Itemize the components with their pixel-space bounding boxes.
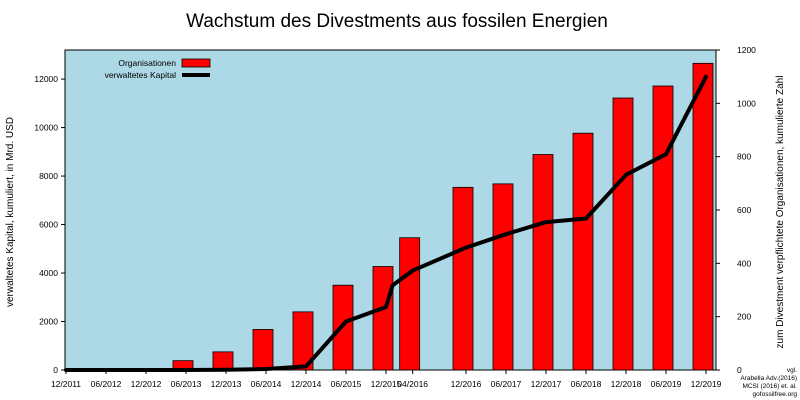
y-right-tick-label: 600 [737,205,751,215]
legend-label-verwaltetes-kapital: verwaltetes Kapital [105,70,176,80]
line-layer [64,74,708,372]
bar-organisationen [372,266,394,371]
x-tick-label: 06/2017 [491,379,522,389]
y-right-tick-label: 200 [737,312,751,322]
y-left-tick-label: 4000 [39,268,58,278]
legend: Organisationen verwaltetes Kapital [105,58,211,80]
chart-title: Wachstum des Divestments aus fossilen En… [186,11,608,32]
bar-organisationen [652,85,674,371]
bar-organisationen [532,154,554,371]
y-right-tick-label: 400 [737,258,751,268]
bar-organisationen [399,237,421,371]
bar-organisationen [612,97,634,371]
source-note-line-2: Arabella Adv.(2016) [740,375,797,382]
x-tick-label: 06/2012 [91,379,122,389]
bar-organisationen [572,132,594,371]
y-left-tick-label: 0 [53,365,58,375]
source-note-line-4: gofossilfree.org [753,391,798,398]
legend-label-organisationen: Organisationen [118,58,176,68]
x-tick-label: 12/2015 [371,379,402,389]
y-left-tick-label: 8000 [39,171,58,181]
source-note: vgl. Arabella Adv.(2016) MCSI (2016) et.… [740,367,797,398]
source-note-line-1: vgl. [787,367,797,374]
x-tick-label: 04/2016 [397,379,428,389]
x-tick-label: 06/2019 [651,379,682,389]
x-tick-label: 12/2012 [131,379,162,389]
bar-organisationen [492,183,514,371]
x-tick-label: 06/2013 [171,379,202,389]
y-right-tick-label: 0 [737,365,742,375]
legend-swatch-organisationen [181,58,211,68]
x-tick-label: 06/2018 [571,379,602,389]
x-tick-label: 12/2018 [611,379,642,389]
bar-organisationen [452,186,474,371]
x-tick-label: 06/2015 [331,379,362,389]
x-tick-label: 12/2013 [211,379,242,389]
x-tick-label: 12/2019 [691,379,722,389]
bar-organisationen [252,329,274,371]
y-axis-right-label: zum Divestment verpflichtete Organisatio… [775,76,786,349]
x-tick-label: 12/2011 [51,379,81,389]
x-tick-label: 12/2017 [531,379,562,389]
axes-layer: 0 2000 4000 6000 8000 10000 12000 0 200 400 600 800… [34,45,756,389]
y-right-tick-label: 1200 [737,45,756,55]
y-left-tick-label: 12000 [34,74,58,84]
y-right-tick-label: 800 [737,152,751,162]
bar-organisationen [212,351,234,371]
x-tick-label: 06/2014 [251,379,282,389]
bar-organisationen [292,311,314,371]
x-tick-label: 12/2016 [451,379,482,389]
y-axis-left-label: verwaltetes Kapital, kumuliert, in Mrd. … [5,117,16,307]
source-note-line-3: MCSI (2016) et. al. [742,383,797,390]
y-right-tick-label: 1000 [737,98,756,108]
y-left-tick-label: 10000 [34,123,58,133]
y-left-tick-label: 2000 [39,317,58,327]
y-left-tick-label: 6000 [39,220,58,230]
line-verwaltetes-kapital [64,74,708,372]
bar-organisationen [692,62,714,371]
x-tick-label: 12/2014 [291,379,322,389]
